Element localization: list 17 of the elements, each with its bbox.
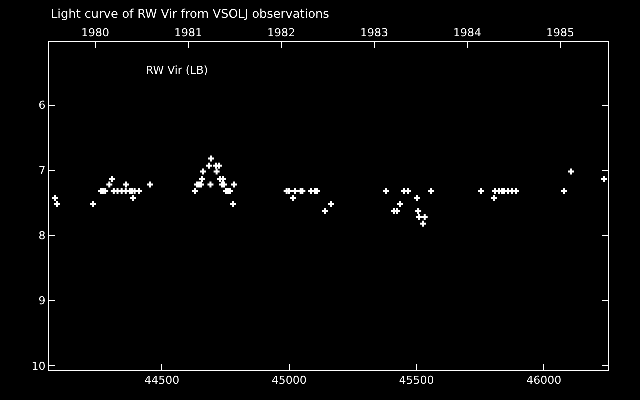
x2-tick-label: 1983 xyxy=(360,26,389,40)
x-tick-label: 46000 xyxy=(526,374,562,388)
x2-tick-label: 1985 xyxy=(546,26,575,40)
x-tick-label: 45500 xyxy=(399,374,434,388)
chart-title: Light curve of RW Vir from VSOLJ observations xyxy=(51,7,330,21)
y-tick-label: 7 xyxy=(38,164,46,178)
x2-tick-label: 1981 xyxy=(174,26,203,40)
annotation: RW Vir (LB) xyxy=(146,64,208,77)
x2-tick-label: 1984 xyxy=(454,26,482,40)
y-tick-label: 9 xyxy=(38,294,46,308)
x2-tick-label: 1982 xyxy=(268,26,296,40)
y-tick-label: 10 xyxy=(32,360,46,373)
y-tick-label: 8 xyxy=(38,230,46,243)
y-tick-label: 6 xyxy=(38,99,46,112)
x-tick-label: 44500 xyxy=(144,374,180,388)
x-tick-label: 45000 xyxy=(272,374,307,388)
x2-tick-label: 1980 xyxy=(82,26,110,40)
